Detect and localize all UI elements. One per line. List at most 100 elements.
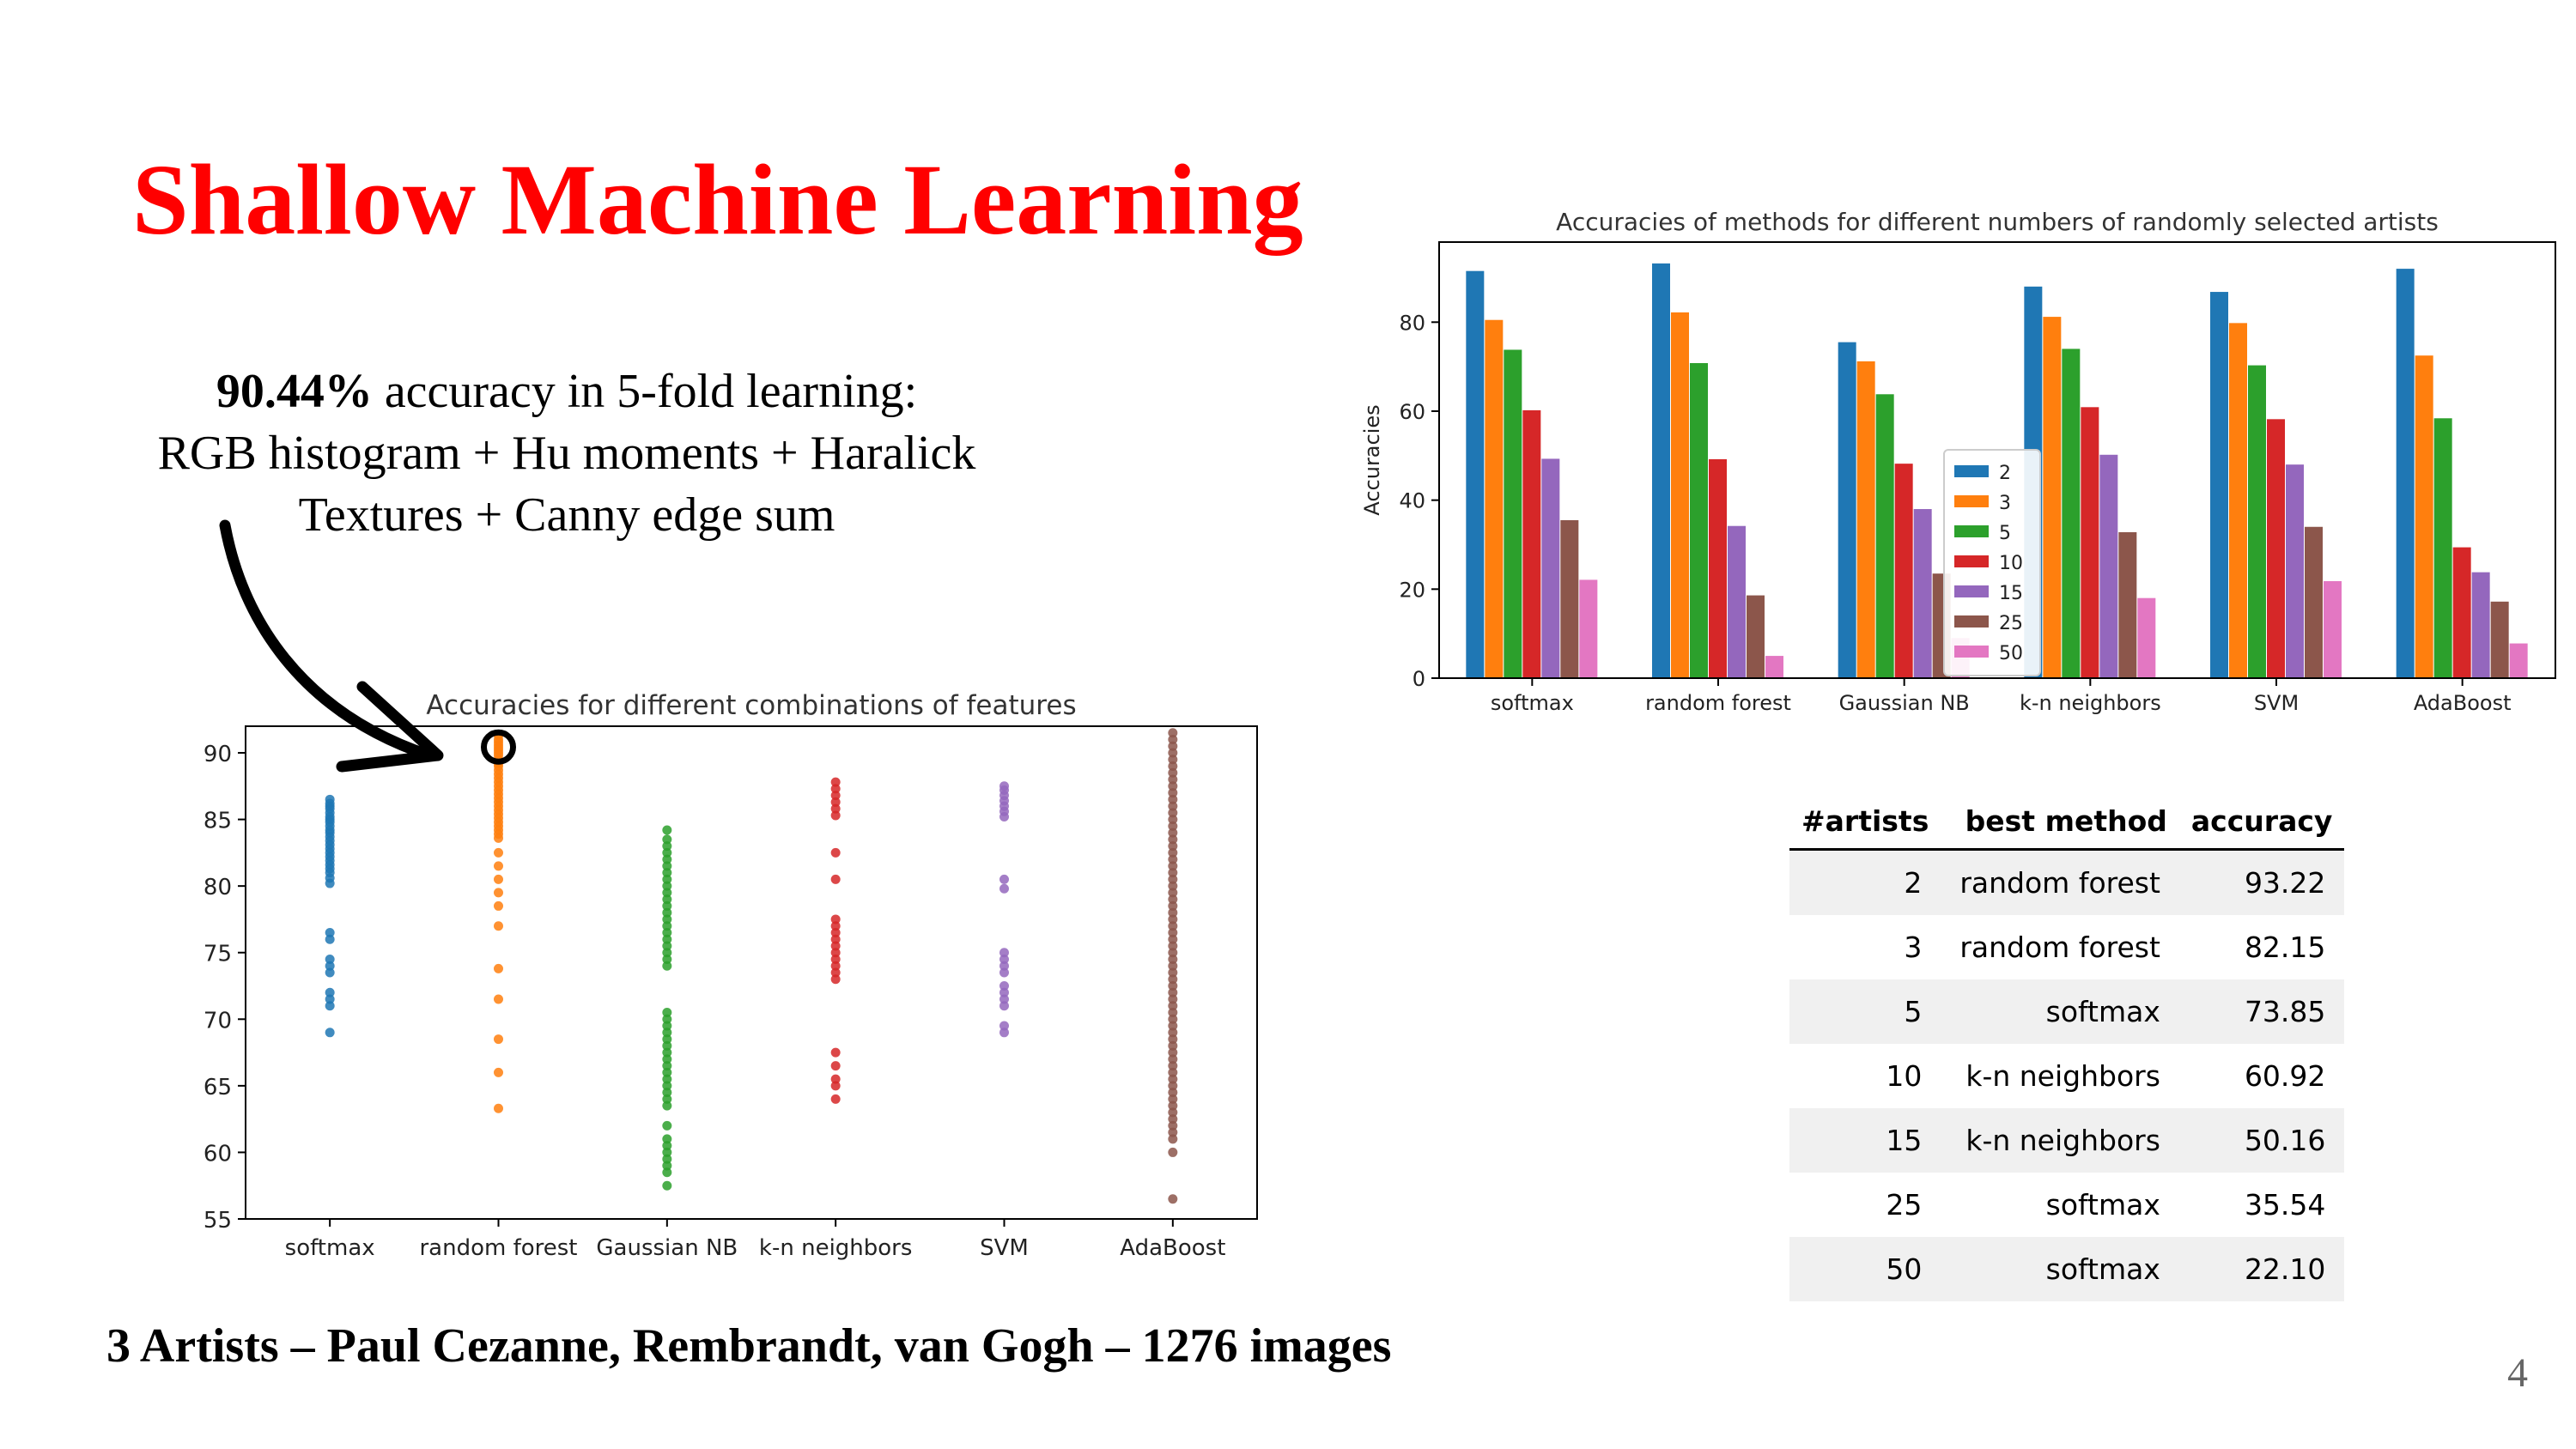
y-tick-label: 80: [1399, 311, 1425, 335]
scatter-point: [662, 1028, 672, 1038]
scatter-point: [999, 981, 1009, 991]
scatter-point: [494, 921, 503, 931]
scatter-point: [1168, 900, 1178, 911]
cell-accuracy: 93.22: [2178, 849, 2345, 915]
scatter-point: [494, 1067, 503, 1077]
scatter-point: [1168, 1028, 1178, 1038]
y-tick-label: 60: [204, 1141, 232, 1167]
scatter-point: [830, 961, 841, 971]
chart-title: Accuracies for different combinations of…: [426, 690, 1076, 721]
scatter-point: [1168, 815, 1178, 825]
bar: [1485, 319, 1504, 678]
page-number: 4: [2507, 1350, 2528, 1396]
cell-artists: 5: [1789, 979, 1941, 1044]
scatter-point: [830, 954, 841, 964]
legend-swatch: [1954, 555, 1989, 567]
scatter-point: [999, 1028, 1009, 1038]
scatter-point: [1168, 801, 1178, 811]
slide-title: Shallow Machine Learning: [132, 143, 1303, 256]
scatter-point: [999, 987, 1009, 997]
scatter-point: [830, 948, 841, 958]
scatter-point: [662, 825, 672, 835]
scatter-point: [662, 927, 672, 937]
bar: [2229, 323, 2247, 678]
x-tick-label: random forest: [419, 1235, 577, 1261]
bar: [1875, 394, 1894, 678]
scatter-point: [662, 1034, 672, 1045]
scatter-point: [830, 847, 841, 858]
scatter-point: [325, 878, 335, 888]
x-tick-label: SVM: [980, 1235, 1029, 1261]
scatter-point: [662, 1180, 672, 1191]
cell-best-method: softmax: [1941, 1237, 2179, 1301]
bar: [2062, 349, 2081, 678]
scatter-point: [662, 948, 672, 958]
scatter-point: [1168, 881, 1178, 891]
scatter-point: [1168, 1094, 1178, 1104]
cell-best-method: random forest: [1941, 915, 2179, 979]
scatter-point: [662, 1147, 672, 1157]
scatter-point: [1168, 888, 1178, 898]
scatter-point: [494, 1034, 503, 1045]
scatter-point: [999, 954, 1009, 964]
legend-swatch: [1954, 585, 1989, 597]
scatter-point: [1168, 854, 1178, 864]
scatter-point: [662, 1067, 672, 1077]
scatter-point: [494, 833, 503, 843]
legend-label: 2: [1999, 463, 2011, 484]
cell-accuracy: 73.85: [2178, 979, 2345, 1044]
cell-artists: 2: [1789, 849, 1941, 915]
legend-label: 15: [1999, 583, 2023, 604]
legend-swatch: [1954, 646, 1989, 658]
scatter-point: [999, 811, 1009, 822]
scatter-point: [662, 941, 672, 951]
legend-label: 10: [1999, 553, 2023, 574]
scatter-point: [830, 934, 841, 944]
x-tick-label: softmax: [1491, 691, 1574, 715]
bar: [2452, 547, 2471, 678]
column-header-artists: #artists: [1789, 793, 1941, 851]
scatter-point: [830, 791, 841, 801]
scatter-point: [1168, 1147, 1178, 1157]
table-row: 10 k-n neighbors 60.92: [1789, 1044, 2345, 1108]
scatter-point: [662, 894, 672, 905]
scatter-point: [1168, 728, 1178, 738]
cell-artists: 3: [1789, 915, 1941, 979]
scatter-point: [1168, 1034, 1178, 1045]
legend-label: 5: [1999, 523, 2011, 544]
scatter-point: [1168, 1114, 1178, 1125]
scatter-point: [662, 934, 672, 944]
scatter-point: [999, 1021, 1009, 1031]
plot-frame: [245, 725, 1258, 1220]
bar: [2415, 355, 2433, 678]
cell-accuracy: 60.92: [2178, 1044, 2345, 1108]
table-row: 3 random forest 82.15: [1789, 915, 2345, 979]
bar: [1541, 458, 1560, 678]
x-tick-label: AdaBoost: [2414, 691, 2512, 715]
scatter-point: [1168, 767, 1178, 778]
scatter-point: [1168, 981, 1178, 991]
scatter-point: [1168, 994, 1178, 1004]
scatter-point: [662, 868, 672, 878]
scatter-point: [830, 1047, 841, 1058]
scatter-point: [494, 874, 503, 884]
y-tick-label: 80: [204, 875, 232, 900]
scatter-point: [494, 994, 503, 1004]
bar: [1856, 361, 1875, 678]
bar: [2286, 464, 2304, 678]
legend-swatch: [1954, 615, 1989, 627]
scatter-point: [662, 874, 672, 884]
y-tick-label: 0: [1413, 667, 1425, 691]
cell-artists: 10: [1789, 1044, 1941, 1108]
scatter-point: [662, 914, 672, 925]
scatter-point: [662, 1161, 672, 1171]
scatter-point: [1168, 834, 1178, 845]
scatter-point: [1168, 1040, 1178, 1051]
scatter-point: [830, 784, 841, 794]
scatter-point: [1168, 1107, 1178, 1118]
bar: [2509, 643, 2528, 678]
table-row: 15 k-n neighbors 50.16: [1789, 1108, 2345, 1173]
scatter-point: [662, 954, 672, 964]
scatter-point: [662, 1154, 672, 1164]
